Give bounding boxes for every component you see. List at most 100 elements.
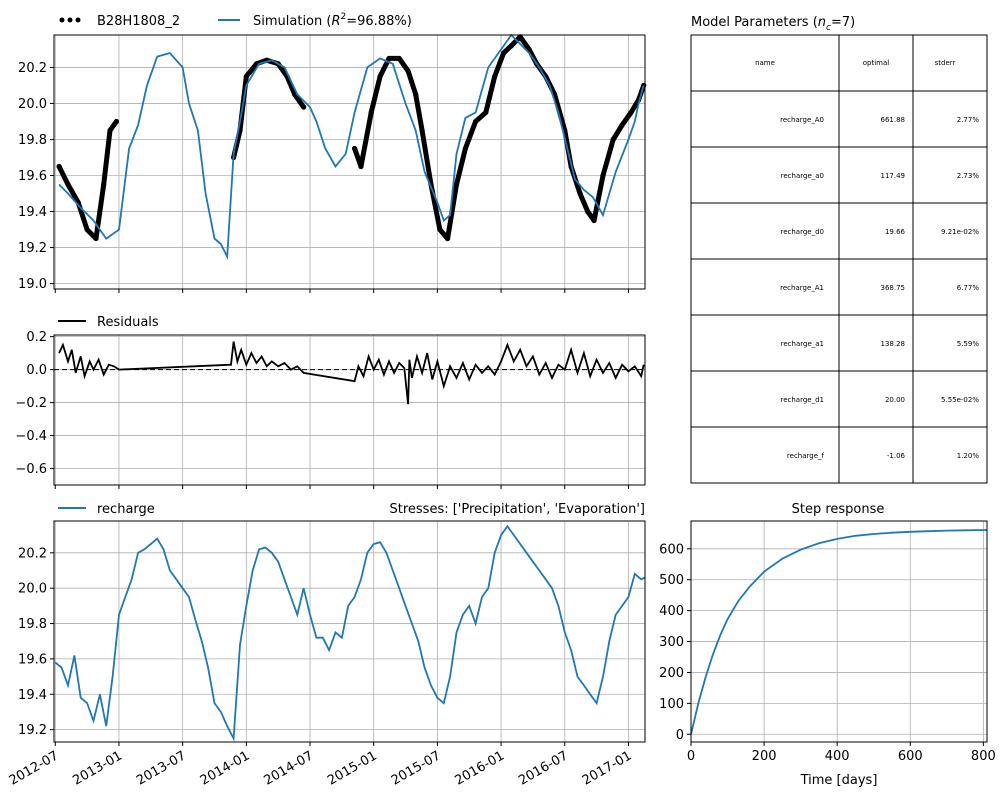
param-stderr: 2.73% [957, 172, 980, 180]
plot-frame-recharge [53, 520, 646, 743]
x-tick-label: 2015-07 [389, 748, 444, 788]
x-tick-label: 2016-07 [516, 748, 571, 788]
table-row: recharge_f -1.06 1.20% [787, 452, 979, 460]
observed-point [113, 118, 120, 125]
observed-point [358, 163, 364, 170]
column-header-name: name [755, 59, 775, 67]
observed-point [483, 109, 489, 116]
x-tick-label: 200 [752, 749, 777, 764]
legend-observed-label: B28H1808_2 [97, 14, 180, 29]
observed-point [453, 181, 460, 188]
panel-observed-simulated: B28H1808_2 Simulation (R2=96.88%) 19.0 19… [18, 12, 647, 293]
plot-frame-top [53, 34, 646, 290]
param-optimal: -1.06 [887, 452, 906, 460]
observed-point [628, 109, 634, 116]
observed-point [492, 73, 498, 80]
y-tick-label: 19.8 [18, 133, 47, 148]
observed-point [243, 73, 249, 80]
observed-point [351, 145, 358, 152]
param-name: recharge_A1 [780, 284, 824, 292]
param-stderr: 6.77% [957, 284, 980, 292]
observed-point [508, 43, 514, 49]
y-tick-label: 19.2 [18, 241, 47, 256]
observed-point [600, 172, 606, 179]
observed-point [386, 55, 392, 62]
y-tick-label: 19.8 [18, 617, 47, 632]
y-tick-label: 400 [659, 604, 684, 619]
legend-simulation-label: Simulation (R2=96.88%) [253, 12, 412, 29]
panel-step-response: Step response 0 100 200 300 400 500 600 0 200 40… [659, 502, 996, 788]
x-tick-label: 0 [687, 749, 695, 764]
y-tick-label: 19.4 [18, 688, 47, 703]
x-tick-label: 2014-07 [261, 748, 316, 788]
observed-point [413, 91, 419, 98]
plot-frame-residuals [53, 334, 646, 486]
observed-point [610, 136, 616, 143]
y-tick-label: 19.6 [18, 169, 47, 184]
observed-point [419, 127, 425, 134]
observed-point [585, 208, 591, 215]
param-stderr: 9.21e-02% [941, 228, 979, 236]
param-name: recharge_a0 [781, 172, 824, 180]
y-tick-label: 19.2 [18, 723, 47, 738]
x-tick-label: 2013-07 [134, 748, 189, 788]
x-tick-label: 600 [898, 749, 923, 764]
observed-point [93, 235, 99, 242]
observed-point [396, 55, 402, 62]
observed-legend-marker [67, 17, 73, 23]
observed-point [462, 145, 469, 152]
step-xlabel: Time [days] [800, 773, 878, 788]
observed-point [107, 127, 113, 134]
table-row: recharge_A0 661.88 2.77% [780, 116, 979, 124]
observed-point [368, 109, 374, 116]
y-tick-label: 20.0 [18, 582, 47, 597]
observed-point [437, 226, 443, 233]
observed-point [84, 226, 90, 233]
param-stderr: 2.77% [957, 116, 980, 124]
y-tick-label: 300 [659, 635, 684, 650]
observed-point [101, 181, 107, 188]
parameters-title: Model Parameters (nc=7) [691, 15, 855, 33]
parameters-table: Model Parameters (nc=7) name optimal std… [690, 15, 988, 484]
y-tick-label: 19.6 [18, 652, 47, 667]
param-optimal: 138.28 [881, 340, 906, 348]
param-name: recharge_f [787, 452, 825, 460]
simulation-line [58, 33, 645, 260]
y-tick-label: 500 [659, 573, 684, 588]
x-tick-label: 2014-01 [198, 748, 253, 788]
param-optimal: 368.75 [881, 284, 906, 292]
y-tick-label: 19.0 [18, 277, 47, 292]
step-response-title: Step response [792, 502, 885, 517]
x-tick-label: 400 [825, 749, 850, 764]
y-tick-label: 0 [676, 728, 684, 743]
column-header-optimal: optimal [863, 59, 890, 67]
table-row: recharge_d0 19.66 9.21e-02% [780, 228, 979, 236]
column-header-stderr: stderr [935, 59, 956, 67]
legend-recharge-label: recharge [97, 502, 155, 517]
y-tick-label: −0.4 [15, 429, 47, 444]
x-tick-label: 800 [971, 749, 996, 764]
observed-point [472, 118, 479, 125]
param-optimal: 19.66 [885, 228, 906, 236]
observed-point [56, 163, 62, 170]
y-tick-label: 20.0 [18, 97, 47, 112]
stresses-title: Stresses: ['Precipitation', 'Evaporation… [390, 502, 646, 517]
plot-frame-step [690, 520, 988, 743]
recharge-line [54, 524, 646, 742]
param-stderr: 1.20% [957, 452, 980, 460]
param-optimal: 661.88 [881, 116, 906, 124]
param-stderr: 5.55e-02% [941, 396, 979, 404]
table-row: recharge_a0 117.49 2.73% [781, 172, 980, 180]
observed-point [405, 68, 411, 74]
observed-point [444, 235, 451, 242]
param-name: recharge_d0 [780, 228, 824, 236]
legend-top: B28H1808_2 Simulation (R2=96.88%) [59, 12, 412, 29]
observed-legend-marker [59, 17, 65, 23]
x-tick-label: 2016-01 [453, 748, 508, 788]
observed-point [517, 34, 523, 40]
observed-point [65, 181, 71, 188]
y-tick-label: 0.0 [26, 363, 47, 378]
param-name: recharge_A0 [780, 116, 824, 124]
y-tick-label: −0.2 [15, 396, 47, 411]
